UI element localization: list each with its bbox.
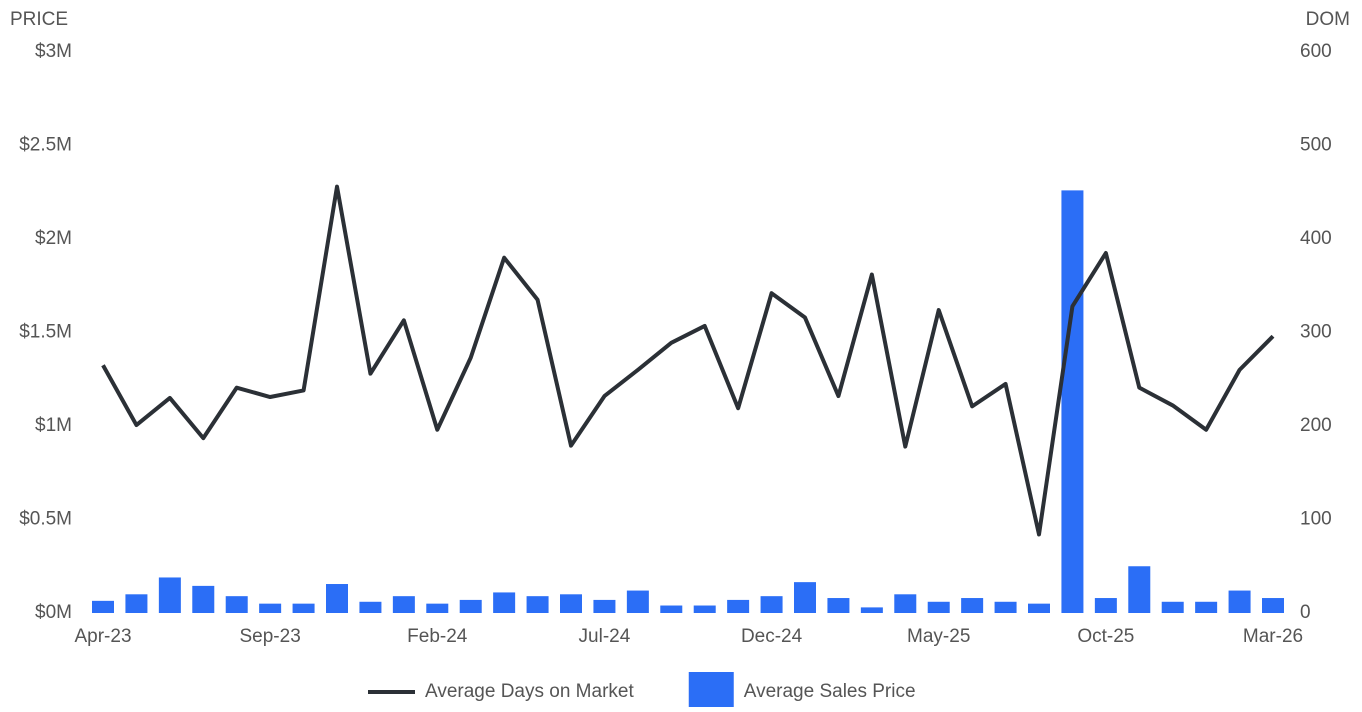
- x-tick-label: Dec-24: [741, 626, 803, 647]
- bar: [359, 601, 382, 613]
- bar: [994, 601, 1017, 613]
- bar: [560, 594, 582, 613]
- bar: [92, 600, 114, 613]
- y-tick-label: $2M: [35, 228, 72, 249]
- bar: [894, 594, 917, 613]
- y2-tick-label: 100: [1300, 509, 1332, 530]
- x-tick-label: May-25: [907, 626, 970, 647]
- bar: [225, 596, 248, 613]
- bar: [526, 596, 549, 613]
- y-tick-label: $1.5M: [19, 322, 72, 343]
- x-tick-label: Jul-24: [579, 626, 631, 647]
- bar: [1228, 590, 1251, 613]
- bar: [727, 599, 750, 613]
- bar: [292, 603, 315, 613]
- bar: [860, 607, 883, 613]
- y-tick-label: $0.5M: [19, 509, 72, 530]
- bar: [794, 582, 816, 613]
- y-tick-label: $2.5M: [19, 135, 72, 156]
- bar: [392, 596, 415, 613]
- bar: [1028, 603, 1050, 613]
- bar: [259, 603, 282, 613]
- legend-swatch: [688, 672, 734, 707]
- bar: [760, 596, 783, 613]
- x-tick-label: Feb-24: [407, 626, 468, 647]
- bar: [827, 598, 850, 613]
- bar: [158, 577, 181, 613]
- y2-axis-title: DOM: [1306, 9, 1350, 30]
- y2-tick-label: 200: [1300, 415, 1332, 436]
- legend-label: Average Days on Market: [425, 681, 634, 702]
- y2-tick-label: 500: [1300, 135, 1332, 156]
- y-tick-label: $3M: [35, 41, 72, 62]
- bar: [626, 590, 649, 613]
- y2-tick-label: 600: [1300, 41, 1332, 62]
- y-tick-label: $1M: [35, 415, 72, 436]
- bar: [593, 599, 616, 613]
- bar: [1161, 601, 1184, 613]
- bar: [1061, 190, 1084, 613]
- bar: [192, 585, 215, 613]
- bar: [1262, 598, 1284, 613]
- x-tick-label: Apr-23: [74, 626, 131, 647]
- y2-tick-label: 0: [1300, 602, 1311, 623]
- x-tick-label: Sep-23: [240, 626, 301, 647]
- y2-tick-label: 400: [1300, 228, 1332, 249]
- x-tick-label: Mar-26: [1243, 626, 1303, 647]
- y2-tick-label: 300: [1300, 322, 1332, 343]
- x-tick-label: Oct-25: [1077, 626, 1134, 647]
- bar: [693, 605, 716, 613]
- bar: [459, 599, 482, 613]
- bar: [1195, 601, 1218, 613]
- bar: [961, 598, 984, 613]
- bar: [1094, 598, 1117, 613]
- bar: [1128, 566, 1151, 613]
- bar: [426, 603, 449, 613]
- bar: [493, 592, 516, 613]
- y-axis-title: PRICE: [10, 9, 68, 30]
- legend-label: Average Sales Price: [744, 681, 916, 702]
- bar: [927, 601, 950, 613]
- line: [101, 184, 1275, 537]
- bar: [660, 605, 683, 613]
- bar: [326, 584, 348, 613]
- bar: [125, 594, 148, 613]
- y-tick-label: $0M: [35, 602, 72, 623]
